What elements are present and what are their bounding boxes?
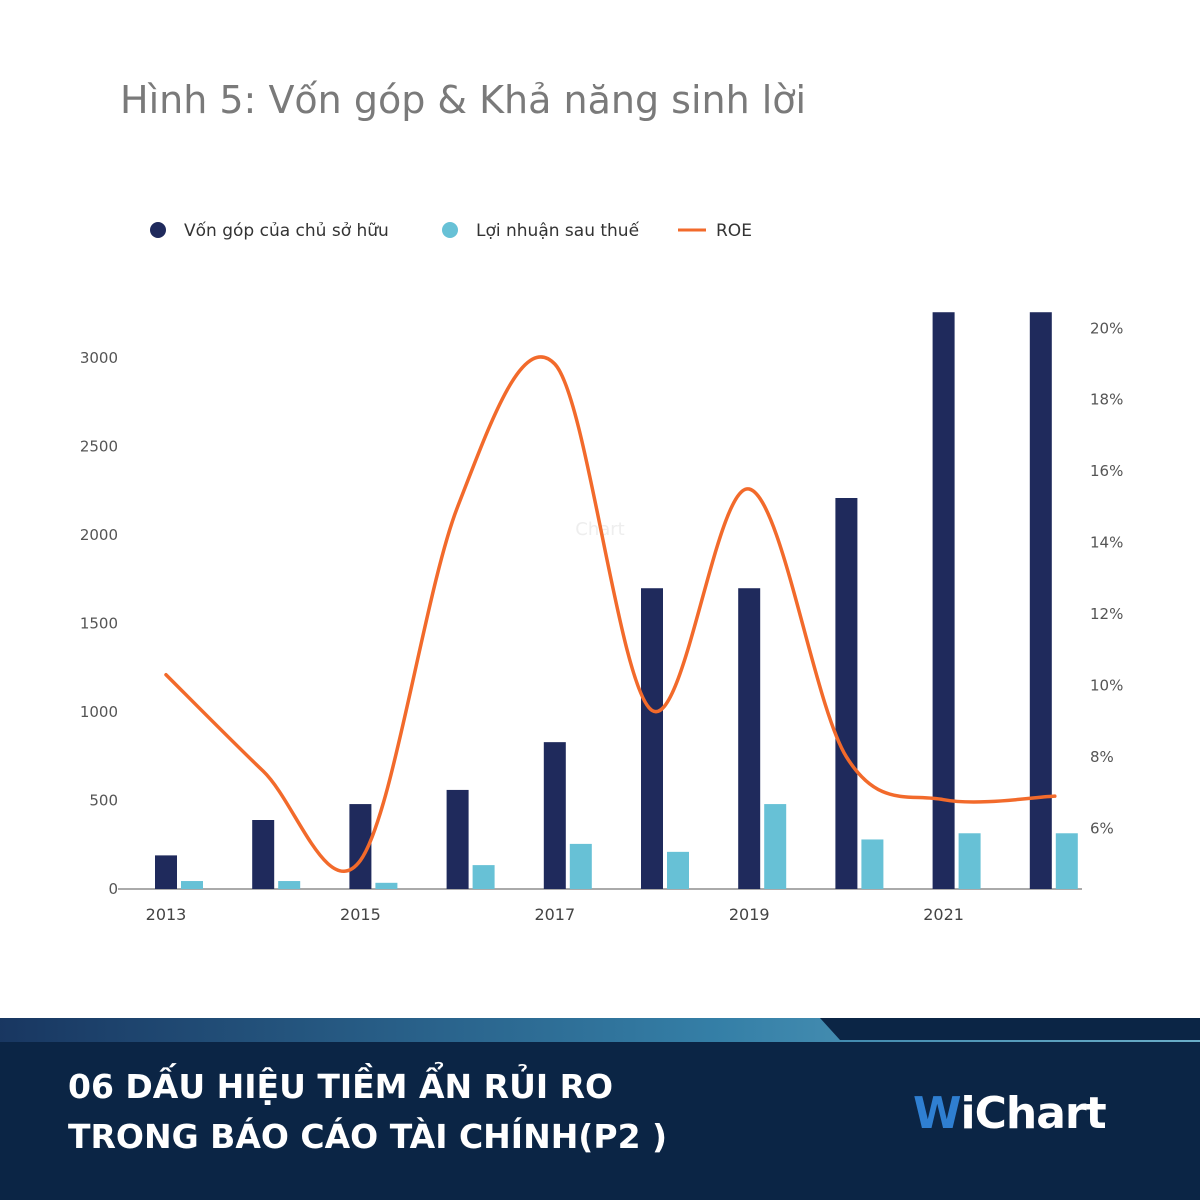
bar-capital	[641, 588, 663, 889]
x-tick-label: 2015	[340, 905, 381, 924]
wichart-logo: WiChart	[913, 1088, 1107, 1139]
y-right-tick-label: 14%	[1090, 534, 1123, 552]
legend-capital-marker	[150, 222, 166, 238]
bar-capital	[543, 742, 566, 889]
roe-line	[164, 355, 1057, 873]
y-left-tick-label: 1000	[80, 703, 118, 721]
x-tick-label: 2013	[146, 905, 187, 924]
bar-capital	[252, 820, 275, 889]
footer-banner	[0, 1018, 1200, 1200]
y-right-tick-label: 10%	[1090, 676, 1123, 694]
logo-w: W	[913, 1088, 962, 1139]
y-left-tick-label: 1500	[80, 615, 118, 633]
bar-capital	[446, 789, 469, 889]
bar-profit	[569, 843, 592, 889]
y-left-tick-label: 0	[108, 880, 118, 898]
x-tick-label: 2021	[923, 905, 964, 924]
x-tick-label: 2019	[729, 905, 770, 924]
y-right-tick-label: 16%	[1090, 462, 1123, 480]
bar-profit	[764, 804, 787, 889]
bar-profit	[472, 865, 495, 889]
legend-roe-label: ROE	[716, 221, 752, 241]
footer-stripe	[0, 1018, 1200, 1042]
bar-profit	[861, 839, 884, 889]
y-left-tick-label: 500	[89, 792, 118, 810]
bar-profit	[1055, 833, 1078, 889]
bar-profit	[667, 851, 689, 889]
y-right-tick-label: 18%	[1090, 391, 1123, 409]
bar-profit	[181, 881, 203, 889]
bar-capital	[155, 855, 177, 889]
y-right-tick-label: 6%	[1090, 819, 1114, 837]
y-left-tick-label: 3000	[80, 349, 118, 367]
logo-text: iChart	[960, 1088, 1107, 1139]
bar-capital	[835, 498, 858, 889]
y-left-tick-label: 2000	[80, 526, 118, 544]
bar-capital	[932, 312, 955, 889]
footer-headline: 06 DẤU HIỆU TIỀM ẨN RỦI RO TRONG BÁO CÁO…	[68, 1062, 667, 1162]
legend-profit-marker	[442, 222, 458, 238]
headline-line-2: TRONG BÁO CÁO TÀI CHÍNH(P2 )	[68, 1117, 668, 1156]
bar-capital	[738, 588, 761, 889]
bar-profit	[375, 882, 398, 889]
chart-title: Hình 5: Vốn góp & Khả năng sinh lời	[120, 78, 807, 122]
x-tick-label: 2017	[534, 905, 575, 924]
bar-capital	[1029, 312, 1052, 889]
bar-profit	[278, 881, 301, 889]
legend-profit-label: Lợi nhuận sau thuế	[476, 220, 640, 241]
y-right-tick-label: 20%	[1090, 319, 1123, 337]
y-left-tick-label: 2500	[80, 438, 118, 456]
headline-line-1: 06 DẤU HIỆU TIỀM ẨN RỦI RO	[68, 1067, 614, 1106]
y-right-tick-label: 8%	[1090, 748, 1114, 766]
y-right-tick-label: 12%	[1090, 605, 1123, 623]
bar-profit	[958, 833, 981, 889]
legend-capital-label: Vốn góp của chủ sở hữu	[184, 220, 389, 241]
